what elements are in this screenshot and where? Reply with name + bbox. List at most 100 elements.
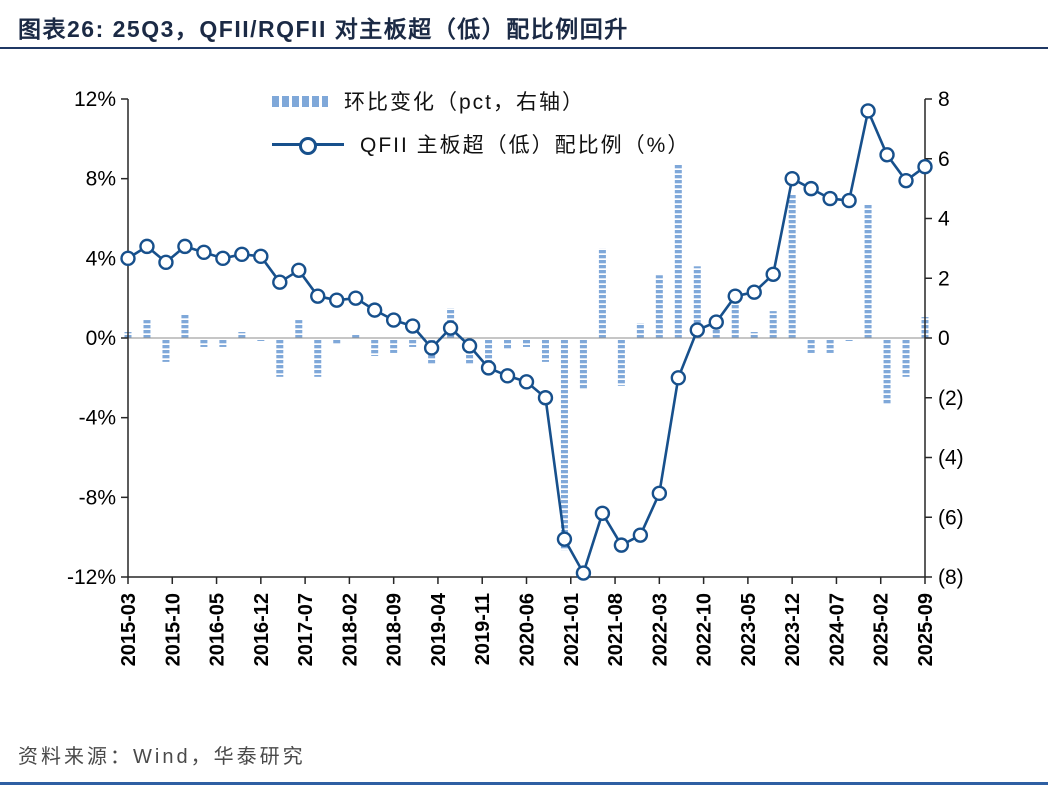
bar: [295, 320, 303, 338]
line-marker: [518, 374, 535, 390]
right-axis-tick-label: 6: [938, 148, 950, 171]
x-axis-tick-label: 2019-04: [428, 592, 450, 666]
x-axis-tick-label: 2023-05: [738, 593, 760, 666]
legend-label-bar-series: 环比变化（pct，右轴）: [344, 91, 586, 114]
x-axis-tick-label: 2019-11: [472, 593, 494, 665]
bar: [238, 332, 246, 338]
right-axis-tick-label: (4): [938, 447, 964, 470]
line-marker: [480, 360, 497, 376]
legend-label-line-series: QFII 主板超（低）配比例（%）: [360, 134, 691, 157]
left-axis-tick-label: -4%: [79, 407, 116, 430]
title-underline: [0, 47, 1048, 49]
line-marker: [556, 531, 573, 547]
legend-item-line-series: QFII 主板超（低）配比例（%）: [272, 129, 690, 159]
x-axis-tick-label: 2022-10: [694, 593, 716, 666]
line-marker: [177, 238, 193, 255]
bar: [560, 338, 568, 551]
bar: [409, 338, 417, 347]
bar: [541, 338, 549, 362]
bar: [371, 338, 379, 356]
x-axis-tick-label: 2021-01: [561, 593, 583, 666]
x-axis-tick-label: 2024-07: [826, 593, 848, 666]
line-marker: [499, 368, 516, 384]
bar: [731, 299, 739, 338]
line-marker: [670, 370, 687, 386]
bar: [826, 338, 834, 353]
line-marker: [158, 254, 174, 271]
line-marker: [746, 284, 762, 300]
line-marker: [765, 266, 781, 282]
x-axis-tick-label: 2015-10: [162, 593, 184, 666]
line-marker: [272, 274, 288, 290]
x-axis-tick-label: 2017-07: [295, 593, 317, 666]
bottom-rule: [0, 782, 1048, 785]
right-axis-tick-label: 8: [938, 88, 950, 111]
line-marker: [803, 180, 819, 197]
line-series-swatch-icon: [272, 136, 344, 155]
bar: [219, 338, 227, 347]
line-marker: [632, 527, 649, 543]
line-marker: [310, 288, 326, 304]
left-axis-tick-label: -8%: [79, 486, 116, 509]
line-marker: [385, 312, 402, 328]
line-marker: [234, 246, 250, 263]
bar: [693, 266, 701, 338]
bar: [200, 338, 208, 347]
x-axis-tick-label: 2025-09: [915, 593, 937, 666]
bar: [864, 203, 872, 338]
x-axis-tick-label: 2015-03: [118, 593, 140, 666]
right-axis-tick-label: (6): [938, 506, 964, 529]
bar: [504, 338, 512, 350]
bar: [333, 338, 341, 344]
left-axis-tick-label: 12%: [74, 88, 116, 111]
line-marker: [613, 537, 630, 553]
line-marker: [727, 288, 743, 304]
page-title: 图表26: 25Q3，QFII/RQFII 对主板超（低）配比例回升: [18, 16, 629, 42]
line-marker: [461, 338, 478, 354]
bar: [485, 338, 493, 371]
bar: [636, 323, 644, 338]
line-marker: [329, 292, 345, 308]
line-marker: [196, 244, 212, 261]
bar: [181, 314, 189, 338]
line-marker: [253, 248, 269, 265]
line-marker: [822, 190, 838, 207]
bar: [750, 332, 758, 338]
x-axis-tick-label: 2020-06: [517, 593, 539, 666]
line-marker: [404, 318, 421, 334]
bar: [674, 164, 682, 338]
x-axis-tick-label: 2022-03: [649, 593, 671, 666]
line-marker: [215, 250, 231, 267]
x-axis-tick-label: 2018-09: [384, 593, 406, 666]
chart: 12% 8% 4% 0% -4% -8% -12% 8 6 4 2 0 (2) (4) (6) (8) 2015…: [67, 88, 964, 666]
line-marker: [689, 322, 705, 338]
line-marker: [898, 172, 914, 189]
x-axis-tick-label: 2021-08: [605, 593, 627, 666]
right-axis-tick-label: 2: [938, 267, 950, 290]
bar: [162, 338, 170, 362]
line-marker-icon: [299, 136, 317, 155]
line-marker: [594, 505, 611, 521]
bar: [314, 338, 322, 377]
bar: [769, 311, 777, 338]
line-marker: [423, 340, 440, 356]
line-marker: [575, 565, 592, 581]
bar: [712, 326, 720, 338]
x-axis-tick-label: 2016-12: [251, 593, 273, 666]
line-marker: [784, 170, 800, 187]
x-axis-tick-label: 2016-05: [207, 593, 229, 666]
legend-item-bar-series: 环比变化（pct，右轴）: [272, 86, 690, 116]
bar: [143, 320, 151, 338]
x-axis-tick-label: 2025-02: [871, 593, 893, 666]
source-note: 资料来源：Wind，华泰研究: [18, 746, 306, 768]
line-marker: [651, 485, 668, 502]
line-marker: [537, 390, 554, 406]
left-axis-tick-label: 0%: [86, 327, 116, 350]
bar-series-swatch-icon: [272, 95, 328, 107]
bar: [617, 338, 625, 386]
bar: [276, 338, 284, 377]
bar: [352, 335, 360, 338]
right-axis-tick-label: (8): [938, 566, 964, 589]
bar: [579, 338, 587, 389]
